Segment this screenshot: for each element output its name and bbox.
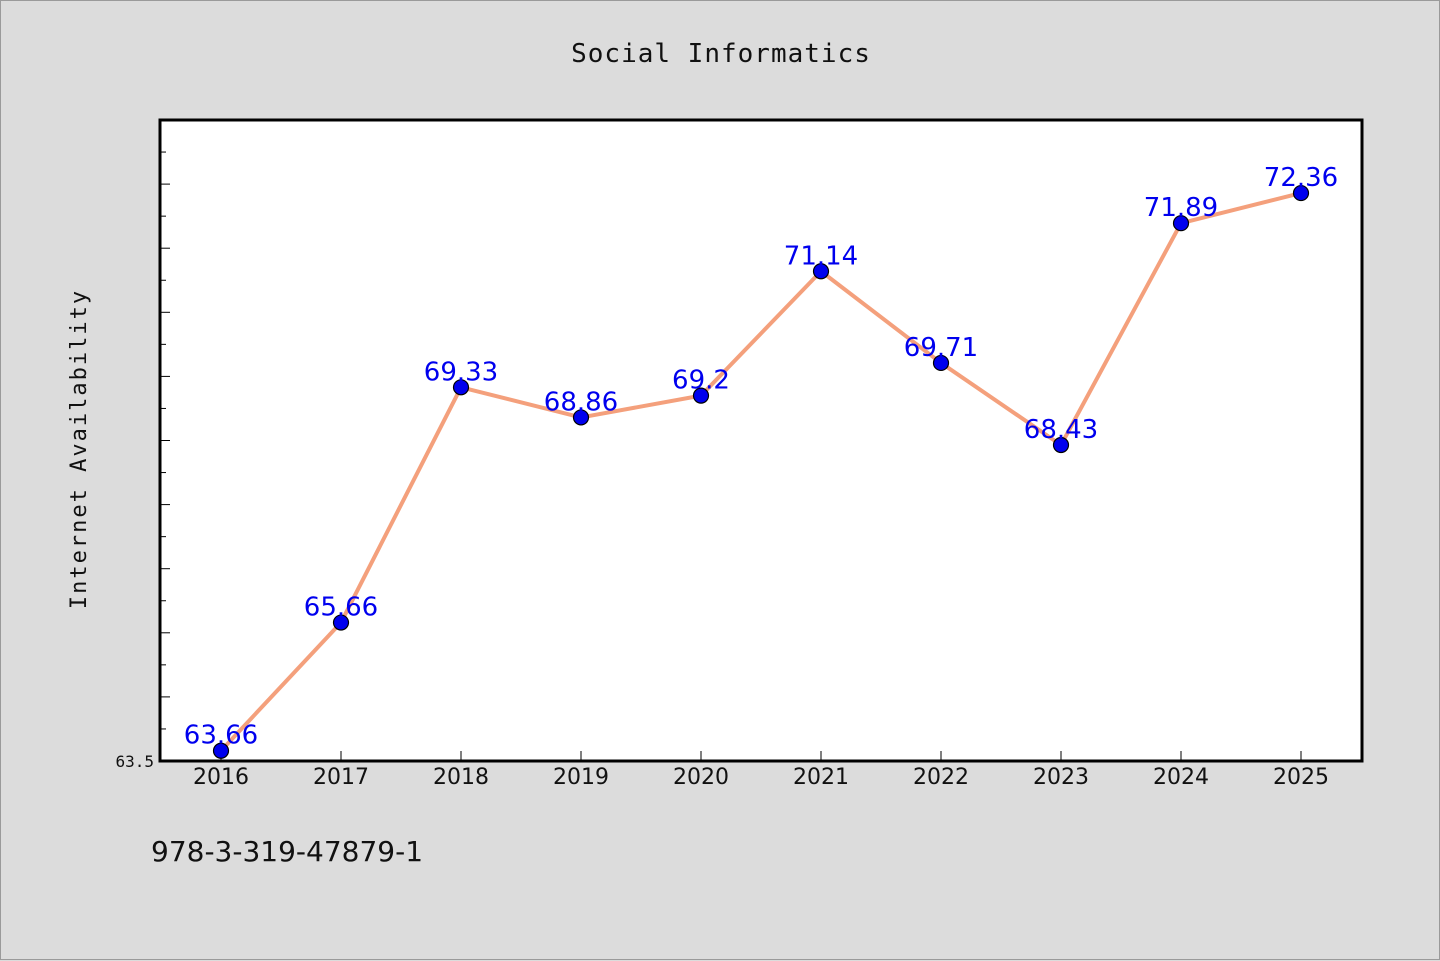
data-label: 69.71 <box>904 333 978 363</box>
data-label: 65.66 <box>304 593 378 623</box>
data-label: 71.14 <box>784 241 858 271</box>
x-tick-label: 2024 <box>1153 765 1209 790</box>
x-tick-label: 2022 <box>913 765 969 790</box>
plot-frame <box>158 118 1364 763</box>
x-tick-label: 2021 <box>793 765 849 790</box>
data-point <box>932 354 950 372</box>
data-point <box>452 379 470 396</box>
data-label: 68.86 <box>544 387 618 417</box>
chart-title: Social Informatics <box>571 39 871 69</box>
data-point <box>332 614 350 631</box>
x-tick-label: 2019 <box>553 765 609 790</box>
data-point <box>572 409 590 426</box>
data-label: 69.2 <box>672 366 730 396</box>
data-point <box>1172 215 1190 232</box>
data-markers <box>212 184 1310 759</box>
plot-area <box>160 120 1362 761</box>
data-point <box>212 742 230 759</box>
x-tick-label: 2025 <box>1273 765 1329 790</box>
data-label: 63.66 <box>184 721 258 751</box>
x-tick-label: 2018 <box>433 765 489 790</box>
data-label: 71.89 <box>1144 193 1218 223</box>
data-point <box>1052 436 1070 454</box>
isbn-footer: 978-3-319-47879-1 <box>151 835 424 868</box>
data-point <box>692 387 710 404</box>
x-tick-label: 2020 <box>673 765 729 790</box>
y-axis-label: Internet Availability <box>67 289 92 609</box>
data-label: 68.43 <box>1024 415 1098 445</box>
x-tick-label: 2017 <box>313 765 369 790</box>
x-tick-label: 2016 <box>193 765 249 790</box>
x-axis-ticks: 2016 2017 2018 2019 2020 2021 2022 2023 2024 2025 <box>193 751 1329 790</box>
data-point <box>812 263 830 280</box>
y-axis-ticks: 63.5 <box>115 119 170 771</box>
x-tick-label: 2023 <box>1033 765 1089 790</box>
data-labels: 63.66 65.66 69.33 68.86 69.2 71.14 69.71 68.43 7… <box>184 163 1338 751</box>
data-label: 72.36 <box>1264 163 1338 193</box>
data-point <box>1292 184 1310 202</box>
y-tick-label: 63.5 <box>115 752 154 771</box>
series-line <box>219 191 1303 753</box>
data-label: 69.33 <box>424 357 498 387</box>
